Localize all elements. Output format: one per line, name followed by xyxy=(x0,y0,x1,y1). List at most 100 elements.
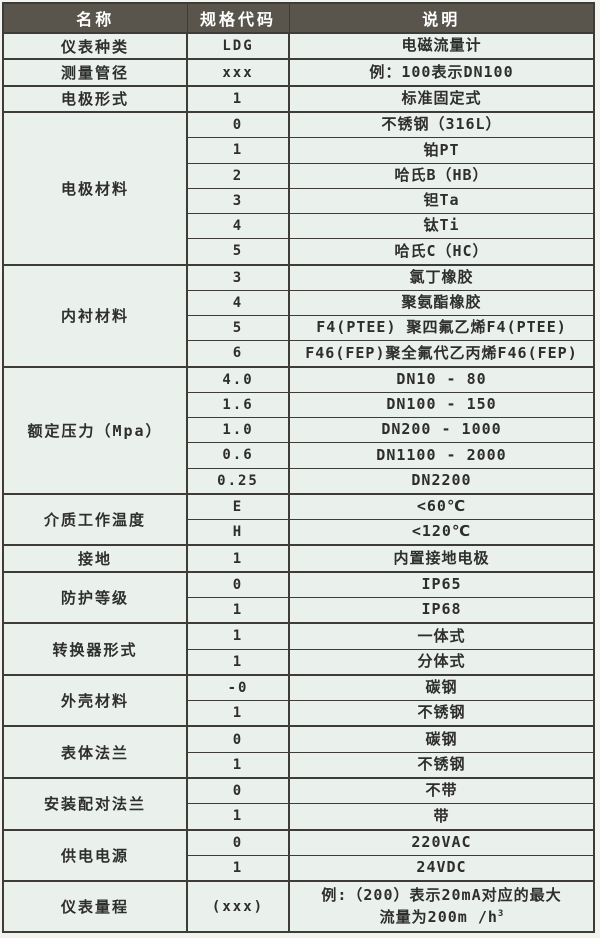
code-cell: 4 xyxy=(186,289,290,317)
desc-cell: 钽Ta xyxy=(288,187,595,215)
desc-cell: 哈氏C（HC） xyxy=(288,238,595,266)
table-row: 安装配对法兰 0 不带 xyxy=(2,776,595,831)
group-name-cell: 电极形式 xyxy=(2,84,188,113)
desc-cell: 标准固定式 xyxy=(288,84,595,113)
table-row: H <120℃ xyxy=(3,519,595,546)
desc-cell: 碳钢 xyxy=(288,725,595,753)
table-row: 2 哈氏B（HB） xyxy=(3,162,595,189)
desc-cell: DN200 - 1000 xyxy=(288,417,595,444)
group-name-cell: 安装配对法兰 xyxy=(2,776,188,831)
table-row: 1.0 DN200 - 1000 xyxy=(3,417,595,444)
desc-cell: 例:（200）表示20mA对应的最大 流量为200m /h3 xyxy=(288,880,595,933)
desc-cell: 例：100表示DN100 xyxy=(288,58,595,87)
header-row: 名称 规格代码 说明 xyxy=(2,2,595,34)
desc-cell: IP68 xyxy=(288,597,595,624)
code-cell: 3 xyxy=(186,263,290,291)
desc-cell: 钛Ti xyxy=(288,213,595,240)
desc-cell: 带 xyxy=(288,803,595,831)
desc-cell: F46(FEP)聚全氟代乙丙烯F46(FEP) xyxy=(288,340,595,368)
table-row: 内衬材料 3 氯丁橡胶 xyxy=(2,263,595,368)
code-cell: E xyxy=(186,492,290,521)
code-cell: 5 xyxy=(186,238,290,266)
desc-cell: DN10 - 80 xyxy=(288,365,595,393)
group-name-cell: 表体法兰 xyxy=(2,725,188,779)
desc-line-1: 例:（200）表示20mA对应的最大 xyxy=(321,885,562,904)
table-row: 1 IP68 xyxy=(3,597,595,624)
code-cell: H xyxy=(186,519,290,546)
desc-cell: IP65 xyxy=(288,570,595,599)
desc-cell: <60℃ xyxy=(288,492,595,521)
table-row: 1 分体式 xyxy=(3,648,595,676)
code-cell: 1 xyxy=(186,648,290,676)
header-cell-code: 规格代码 xyxy=(186,2,290,34)
desc-cell: 铂PT xyxy=(288,137,595,164)
code-cell: 4 xyxy=(186,213,290,240)
code-cell: 4.0 xyxy=(186,365,290,393)
desc-cell: 内置接地电极 xyxy=(288,544,595,573)
group-name-cell: 内衬材料 xyxy=(2,263,188,368)
desc-cell: 哈氏B（HB） xyxy=(288,162,595,189)
desc-cell: 不锈钢 xyxy=(288,700,595,727)
desc-cell: DN2200 xyxy=(288,467,595,495)
table-row: 防护等级 0 IP65 xyxy=(2,570,595,624)
code-cell: 1 xyxy=(186,84,290,113)
code-cell: 1 xyxy=(186,622,290,650)
group-name-cell: 电极材料 xyxy=(2,111,188,266)
group-name-cell: 外壳材料 xyxy=(2,673,188,727)
code-cell: 1 xyxy=(186,803,290,831)
desc-cell: 氯丁橡胶 xyxy=(288,263,595,291)
desc-cell: 一体式 xyxy=(288,622,595,650)
desc-cell: DN1100 - 2000 xyxy=(288,442,595,469)
code-cell: 1 xyxy=(186,137,290,164)
code-cell: 1.6 xyxy=(186,391,290,419)
table-row: 外壳材料 -0 碳钢 xyxy=(2,673,595,727)
group-name-cell: 仪表量程 xyxy=(2,880,188,933)
code-cell: 0 xyxy=(186,828,290,856)
desc-cell: 不锈钢 xyxy=(288,751,595,779)
code-cell: 1 xyxy=(186,597,290,624)
table-row: 电极形式 1 标准固定式 xyxy=(2,84,595,113)
table-header: 名称 规格代码 说明 xyxy=(2,2,595,34)
table-row: 5 F4(PTEE) 聚四氟乙烯F4(PTEE) xyxy=(3,315,595,342)
code-cell: 1 xyxy=(186,854,290,882)
code-cell: 2 xyxy=(186,162,290,189)
table-row: 仪表种类 LDG 电磁流量计 xyxy=(2,31,595,60)
code-cell: 1 xyxy=(186,700,290,727)
code-cell: 0.25 xyxy=(186,467,290,495)
table-row: 接地 1 内置接地电极 xyxy=(2,544,595,573)
table-row: 5 哈氏C（HC） xyxy=(3,238,595,266)
code-cell: 1 xyxy=(186,544,290,573)
spec-table-body: 仪表种类 LDG 电磁流量计 测量管径 xxx 例：100表示DN100 电极形式 1 标准固定… xyxy=(2,31,595,933)
desc-cell: 聚氨酯橡胶 xyxy=(288,289,595,317)
group-name-cell: 介质工作温度 xyxy=(2,492,188,546)
table-row: 0.6 DN1100 - 2000 xyxy=(3,442,595,469)
table-row: 3 钽Ta xyxy=(3,187,595,215)
group-name-cell: 防护等级 xyxy=(2,570,188,624)
table-row: 1 24VDC xyxy=(3,854,595,882)
table-row: 仪表量程 (xxx) 例:（200）表示20mA对应的最大 流量为200m /h3 xyxy=(2,880,595,933)
group-name-cell: 转换器形式 xyxy=(2,622,188,676)
table-row: 介质工作温度 E <60℃ xyxy=(2,492,595,546)
desc-cell: 碳钢 xyxy=(288,673,595,702)
table-row: 供电电源 0 220VAC xyxy=(2,828,595,882)
header-cell-name: 名称 xyxy=(2,2,188,34)
table-row: 额定压力（Mpa） 4.0 DN10 - 80 xyxy=(2,365,595,495)
table-row: 0.25 DN2200 xyxy=(3,467,595,495)
table-row: 4 钛Ti xyxy=(3,213,595,240)
desc-cell: 分体式 xyxy=(288,648,595,676)
code-cell: 0.6 xyxy=(186,442,290,469)
code-cell: LDG xyxy=(186,31,290,60)
group-name-cell: 测量管径 xyxy=(2,58,188,87)
group-name-cell: 额定压力（Mpa） xyxy=(2,365,188,495)
desc-superscript: 3 xyxy=(497,908,504,919)
desc-cell: F4(PTEE) 聚四氟乙烯F4(PTEE) xyxy=(288,315,595,342)
desc-cell: 24VDC xyxy=(288,854,595,882)
header-cell-desc: 说明 xyxy=(288,2,595,34)
group-name-cell: 仪表种类 xyxy=(2,31,188,60)
desc-cell: 不锈钢（316L） xyxy=(288,111,595,139)
code-cell: xxx xyxy=(186,58,290,87)
group-name-cell: 接地 xyxy=(2,544,188,573)
code-cell: 1 xyxy=(186,751,290,779)
